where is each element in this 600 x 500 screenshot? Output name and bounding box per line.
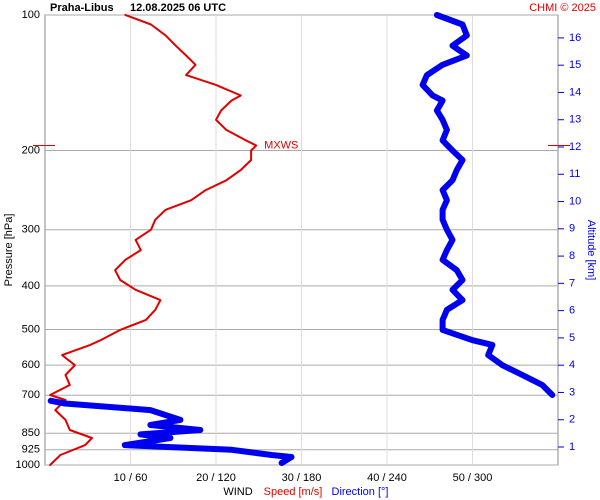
- speed-line: [49, 14, 258, 466]
- y2-tick-label: 14: [569, 86, 581, 98]
- y-tick-label: 200: [22, 144, 40, 156]
- y-tick-label: 925: [22, 444, 40, 456]
- y-tick-label: 1000: [16, 459, 40, 471]
- y-tick-label: 300: [22, 224, 40, 236]
- y2-tick-label: 1: [569, 441, 575, 453]
- y2-tick-label: 3: [569, 386, 575, 398]
- y-tick-label: 100: [22, 9, 40, 21]
- chart-subtitle: 12.08.2025 06 UTC: [130, 2, 226, 14]
- y2-tick-label: 13: [569, 114, 581, 126]
- y2-tick-label: 5: [569, 332, 575, 344]
- chart-title: Praha-Libus: [50, 2, 114, 14]
- legend-direction: Direction [°]: [332, 486, 389, 498]
- y2-tick-label: 4: [569, 359, 575, 371]
- x-tick-label: 50 / 300: [453, 472, 493, 484]
- x-tick-label: 20 / 120: [196, 472, 236, 484]
- x-tick-label: 10 / 60: [114, 472, 148, 484]
- y2-tick-label: 15: [569, 59, 581, 71]
- x-axis-label: WIND: [223, 486, 252, 498]
- x-tick-label: 30 / 180: [282, 472, 322, 484]
- y-tick-label: 850: [22, 427, 40, 439]
- y2-tick-label: 2: [569, 414, 575, 426]
- annotation: MXWS: [264, 139, 298, 151]
- y2-axis-label: Altitude [km]: [585, 220, 597, 281]
- y2-tick-label: 11: [569, 168, 580, 180]
- y-tick-label: 400: [22, 280, 40, 292]
- y2-tick-label: 7: [569, 277, 575, 289]
- y-tick-label: 700: [22, 389, 40, 401]
- y2-tick-label: 8: [569, 250, 575, 262]
- y2-tick-label: 6: [569, 305, 575, 317]
- y2-tick-label: 10: [569, 195, 581, 207]
- y2-tick-label: 16: [569, 32, 581, 44]
- y-axis-label: Pressure [hPa]: [3, 214, 15, 287]
- direction-line: [47, 12, 556, 466]
- x-tick-label: 40 / 240: [367, 472, 407, 484]
- y-tick-label: 600: [22, 359, 40, 371]
- y-tick-label: 500: [22, 323, 40, 335]
- credit: CHMI © 2025: [529, 2, 596, 14]
- legend-speed: Speed [m/s]: [264, 486, 323, 498]
- y2-tick-label: 9: [569, 223, 575, 235]
- y2-tick-label: 12: [569, 141, 581, 153]
